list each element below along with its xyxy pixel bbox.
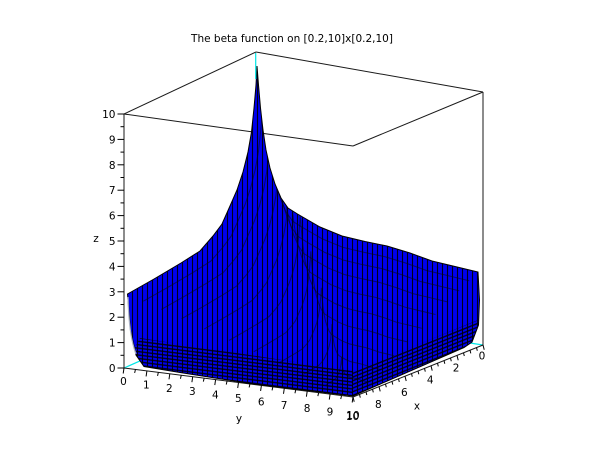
y-tick-label: 7 <box>281 400 288 412</box>
z-axis-ticks <box>117 113 124 369</box>
y-tick-label: 2 <box>166 383 173 395</box>
y-tick-label: 1 <box>143 379 150 391</box>
z-tick-label: 4 <box>109 261 116 273</box>
y-tick-label: 5 <box>235 393 242 405</box>
x-tick-label: 4 <box>427 375 434 387</box>
y-tick-label: 8 <box>304 403 311 415</box>
x-axis-ticks <box>352 344 485 402</box>
z-tick-label: 8 <box>109 160 116 172</box>
z-tick-label: 9 <box>109 134 116 146</box>
y-tick-label: 10 <box>346 410 359 422</box>
z-tick-label: 1 <box>109 338 116 350</box>
y-tick-label: 9 <box>327 407 334 419</box>
z-tick-label: 6 <box>109 211 116 223</box>
y-axis-label: y <box>236 413 242 425</box>
z-tick-label: 3 <box>109 287 116 299</box>
z-tick-label: 0 <box>109 363 116 375</box>
x-tick-label: 0 <box>479 351 486 363</box>
x-axis-label: x <box>414 401 420 413</box>
z-axis-label: z <box>93 233 99 245</box>
y-tick-label: 4 <box>212 390 219 402</box>
y-axis-ticks <box>122 367 354 403</box>
y-tick-label: 3 <box>189 386 196 398</box>
x-tick-label: 8 <box>375 399 382 411</box>
z-tick-label: 2 <box>109 312 116 324</box>
y-tick-label: 6 <box>258 396 265 408</box>
x-tick-label: 10 <box>346 411 359 423</box>
z-tick-label: 10 <box>102 109 115 121</box>
z-tick-label: 7 <box>109 185 116 197</box>
plot-title: The beta function on [0.2,10]x[0.2,10] <box>190 33 393 45</box>
y-tick-label: 0 <box>120 376 127 388</box>
surface-beta-function <box>126 65 481 397</box>
z-tick-label: 5 <box>109 236 116 248</box>
x-tick-label: 2 <box>453 363 460 375</box>
x-tick-label: 6 <box>401 387 408 399</box>
